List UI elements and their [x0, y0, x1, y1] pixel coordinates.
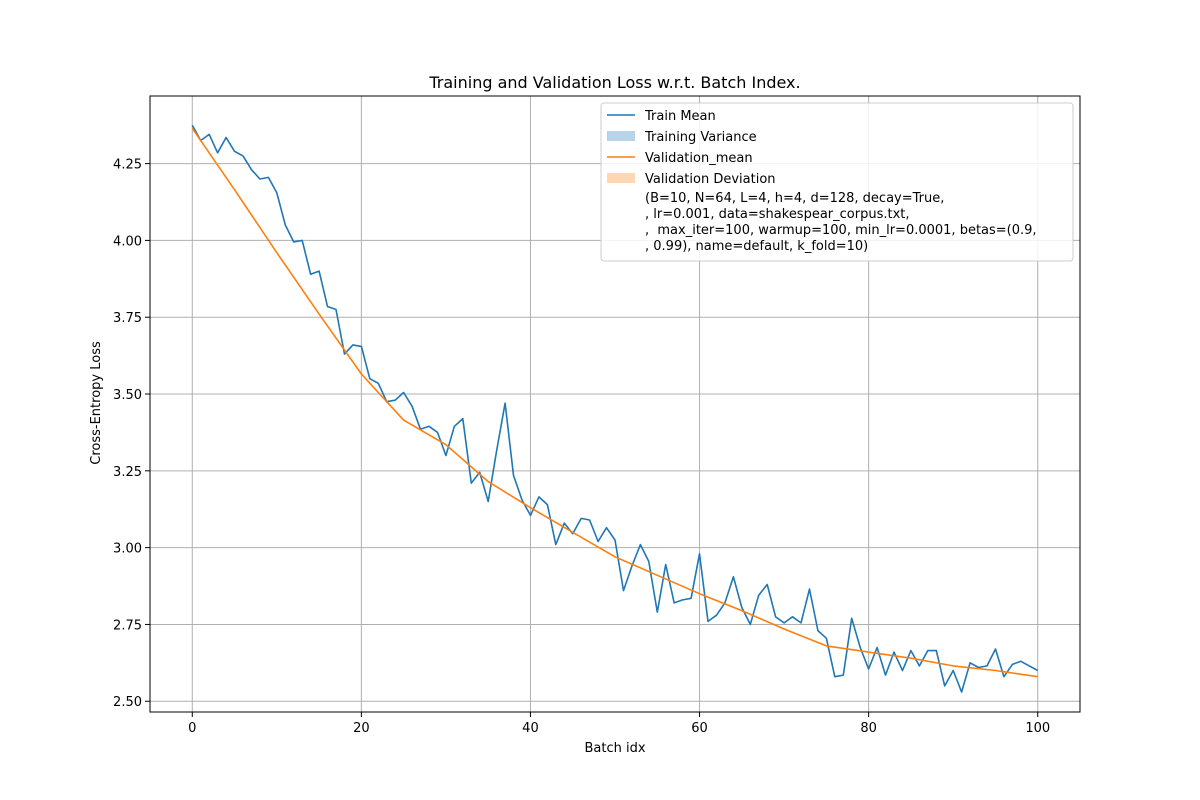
legend-swatch-patch [607, 173, 635, 183]
validation-mean-line [191, 127, 1038, 678]
x-tick-label: 20 [353, 721, 370, 736]
y-axis-ticks: 2.50 2.75 3.00 3.25 3.50 3.75 4.00 4.25 [113, 158, 150, 710]
legend-box [600, 102, 1074, 262]
x-axis-label: Batch idx [584, 741, 645, 756]
legend-note-line: , lr=0.001, data=shakespear_corpus.txt, [645, 207, 910, 222]
legend-swatch-patch [607, 131, 635, 141]
series-layer [191, 124, 1039, 693]
y-tick-label: 2.50 [113, 695, 142, 710]
legend-note-line: , 0.99), name=default, k_fold=10) [645, 239, 868, 254]
y-tick-label: 3.50 [113, 388, 142, 403]
x-tick-label: 60 [691, 721, 708, 736]
chart-title: Training and Validation Loss w.r.t. Batc… [428, 73, 800, 92]
legend-label: Validation Deviation [645, 172, 776, 187]
y-tick-label: 3.00 [113, 542, 142, 557]
legend-label: Validation_mean [645, 151, 753, 166]
y-axis-label: Cross-Entropy Loss [89, 341, 104, 465]
legend-note-line: (B=10, N=64, L=4, h=4, d=128, decay=True… [645, 191, 944, 206]
legend-label: Train Mean [644, 109, 716, 124]
x-tick-label: 100 [1025, 721, 1050, 736]
y-tick-label: 2.75 [113, 618, 142, 633]
legend-note-line: , max_iter=100, warmup=100, min_lr=0.000… [645, 223, 1037, 238]
plot-frame [149, 95, 1081, 713]
x-tick-label: 0 [188, 721, 196, 736]
train-mean-line [191, 124, 1039, 693]
y-tick-label: 3.25 [113, 465, 142, 480]
y-tick-label: 4.00 [113, 234, 142, 249]
legend-label: Training Variance [644, 130, 757, 145]
y-tick-label: 4.25 [113, 158, 142, 173]
x-axis-ticks: 0 20 40 60 80 100 [188, 712, 1050, 736]
legend: Train Mean Training Variance Validation_me… [600, 102, 1074, 262]
x-tick-label: 40 [522, 721, 539, 736]
y-tick-label: 3.75 [113, 311, 142, 326]
x-tick-label: 80 [860, 721, 877, 736]
